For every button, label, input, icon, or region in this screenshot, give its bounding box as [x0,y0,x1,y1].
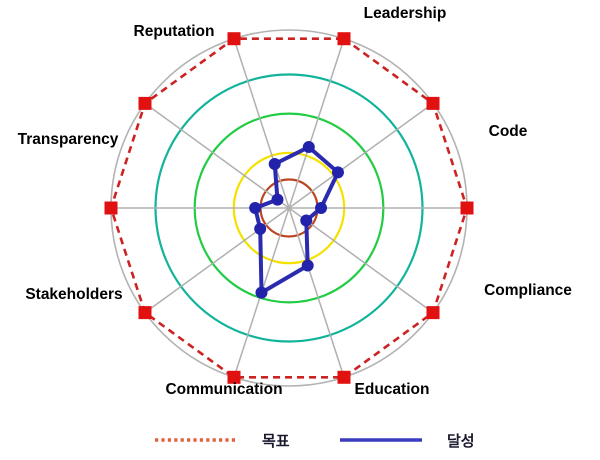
axis-label-code: Code [489,123,528,140]
achievement-polygon [253,145,340,295]
achievement-point-marker [268,157,281,170]
axis-spoke [288,207,434,314]
target-point-marker [138,96,152,110]
target-polygon [109,37,469,379]
target-point-marker [138,306,152,320]
achievement-point-marker [254,222,267,235]
axis-spoke [288,102,434,209]
legend-target-label: 목표 [262,432,290,450]
target-point-marker [426,306,440,320]
axis-label-stakeholders: Stakeholders [25,286,122,303]
axis-spoke [288,207,345,378]
target-point-marker [460,201,474,215]
axis-spoke [288,38,345,209]
achievement-point-marker [301,259,314,272]
axis-label-compliance: Compliance [484,282,572,299]
achievement-markers [249,141,344,299]
series-target [109,37,469,379]
axis-spoke [144,102,290,209]
achievement-point-marker [300,214,313,227]
axis-label-transparency: Transparency [18,131,119,148]
target-point-marker [337,370,351,384]
target-point-marker [426,96,440,110]
axis-spoke [233,38,290,209]
target-point-marker [227,370,241,384]
achievement-point-marker [302,141,315,154]
legend-achievement-label: 달성 [447,432,475,450]
axis-label-reputation: Reputation [134,23,215,40]
target-markers [104,32,474,384]
target-point-marker [104,201,118,215]
axis-label-communication: Communication [165,381,282,398]
achievement-point-marker [249,202,262,214]
achievement-point-marker [315,202,328,214]
axis-label-education: Education [355,381,430,398]
achievement-point-marker [331,166,344,179]
target-point-marker [337,32,351,46]
chart-legend: 목표 달성 [155,432,475,450]
axis-label-leadership: Leadership [364,5,447,22]
achievement-point-marker [271,193,284,206]
series-achievement [253,145,340,295]
target-point-marker [227,32,241,46]
achievement-point-marker [255,286,268,299]
